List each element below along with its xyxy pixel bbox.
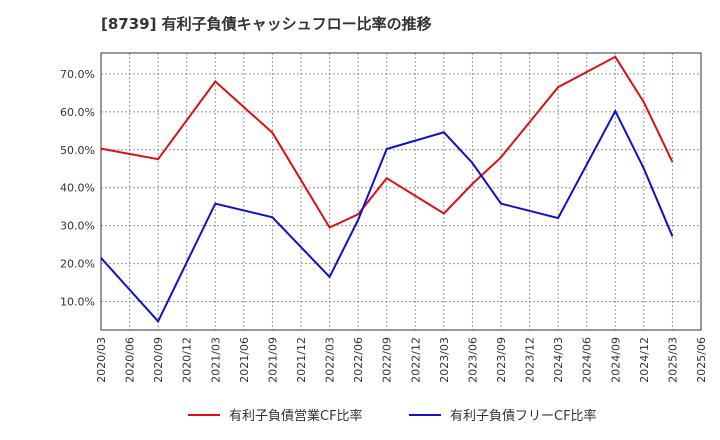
y-tick-label: 60.0% (60, 106, 95, 119)
x-tick-label: 2021/06 (238, 337, 251, 383)
x-tick-label: 2022/12 (409, 337, 422, 383)
x-tick-label: 2021/12 (295, 337, 308, 383)
x-tick-label: 2023/09 (495, 337, 508, 383)
x-tick-label: 2023/12 (524, 337, 537, 383)
plot-frame (100, 52, 702, 331)
chart-title: [8739] 有利子負債キャッシュフロー比率の推移 (101, 15, 432, 33)
legend-label-1: 有利子負債営業CF比率 (229, 408, 363, 424)
x-tick-label: 2021/09 (266, 337, 279, 383)
y-tick-label: 20.0% (60, 258, 95, 271)
x-tick-label: 2023/06 (466, 337, 479, 383)
y-tick-label: 30.0% (60, 220, 95, 233)
x-tick-label: 2022/06 (352, 337, 365, 383)
x-tick-label: 2021/03 (209, 337, 222, 383)
x-tick-label: 2023/03 (438, 337, 451, 383)
x-tick-label: 2025/03 (666, 337, 679, 383)
x-tick-label: 2024/12 (638, 337, 651, 383)
x-tick-label: 2020/03 (95, 337, 108, 383)
grid (100, 53, 702, 330)
x-tick-label: 2020/06 (124, 337, 137, 383)
y-tick-label: 70.0% (60, 68, 95, 81)
y-tick-label: 10.0% (60, 296, 95, 309)
x-tick-label: 2020/12 (181, 337, 194, 383)
x-tick-label: 2020/09 (152, 337, 165, 383)
plot-area (101, 53, 701, 330)
x-tick-label: 2022/09 (381, 337, 394, 383)
series-line-1 (100, 55, 674, 229)
y-tick-label: 50.0% (60, 144, 95, 157)
x-tick-label: 2024/09 (609, 337, 622, 383)
x-tick-label: 2022/03 (324, 337, 337, 383)
series-layer (100, 55, 674, 324)
legend-label-2: 有利子負債フリーCF比率 (450, 408, 597, 424)
x-tick-label: 2024/03 (552, 337, 565, 383)
x-tick-label: 2025/06 (695, 337, 708, 383)
series-line-2 (100, 108, 674, 324)
y-tick-label: 40.0% (60, 182, 95, 195)
x-tick-label: 2024/06 (581, 337, 594, 383)
axes: 10.0% 20.0% 30.0% 40.0% 50.0% 60.0% 70.0% 2020/… (60, 52, 708, 383)
legend: 有利子負債営業CF比率 有利子負債フリーCF比率 (188, 408, 597, 424)
